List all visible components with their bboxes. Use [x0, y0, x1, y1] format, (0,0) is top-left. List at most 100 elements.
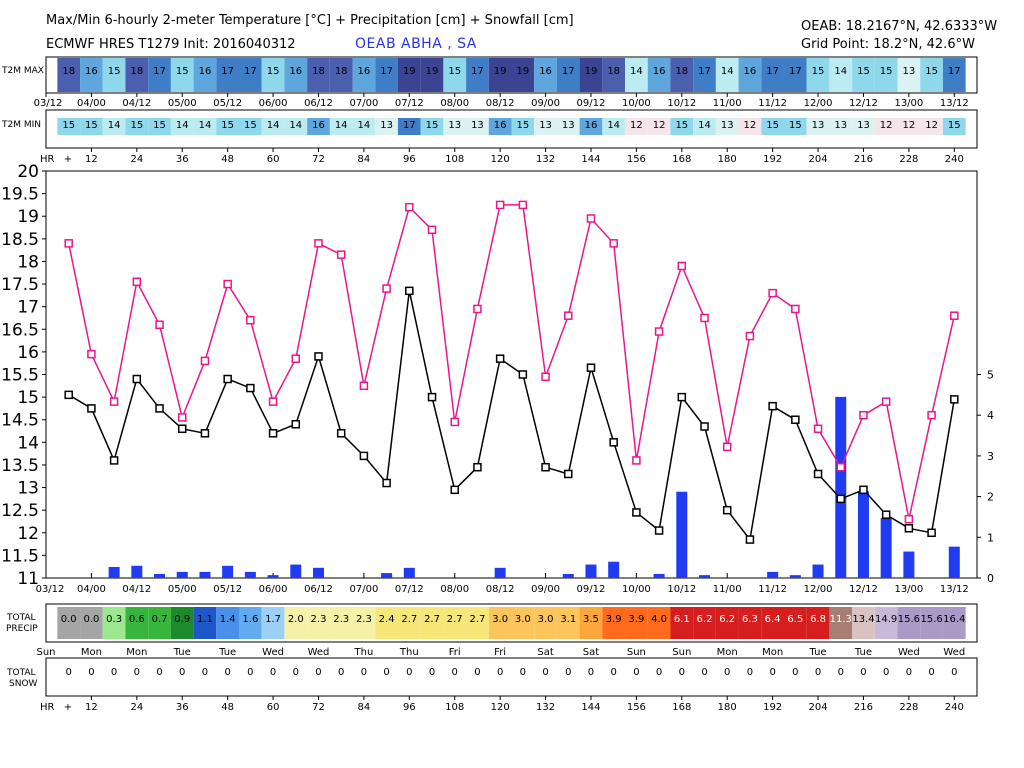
- day-label: Sun: [627, 647, 646, 658]
- snow-value: 0: [134, 667, 140, 678]
- snow-value: 0: [701, 667, 707, 678]
- precip-value: 0.9: [174, 614, 190, 625]
- t2m-max-point: [177, 413, 187, 422]
- y-tick-label: 18: [17, 252, 39, 272]
- hour-label: 192: [763, 154, 782, 165]
- snow-value: 0: [520, 667, 526, 678]
- t2m-min-cell: [738, 118, 762, 135]
- t2m-max-cell: [102, 58, 126, 92]
- t2m-max-cell: [534, 58, 557, 92]
- y2-tick-label: 0: [987, 572, 994, 585]
- snow-value: 0: [838, 667, 844, 678]
- time-label: 09/12: [577, 98, 606, 109]
- snow-value: 0: [542, 667, 548, 678]
- t2m-max-cell: [57, 58, 81, 92]
- precip-cell: [170, 607, 194, 639]
- snow-value: 0: [769, 667, 775, 678]
- t2m-min-cell: [783, 118, 807, 135]
- snow-value: 0: [883, 667, 889, 678]
- hour-label: 216: [854, 702, 873, 713]
- t2m-max-cell: [738, 58, 762, 92]
- precip-bar: [290, 564, 302, 578]
- precip-cell: [715, 607, 739, 639]
- snow-value: 0: [224, 667, 230, 678]
- grid-point: Grid Point: 18.2°N, 42.6°W: [801, 37, 975, 52]
- t2m-max-value: 15: [267, 66, 280, 77]
- precip-cell: [193, 607, 217, 639]
- snow-value: 0: [156, 667, 162, 678]
- y-tick-label: 11.5: [1, 546, 39, 566]
- t2m-min-cell: [579, 118, 603, 135]
- t2m-max-point: [450, 417, 459, 427]
- snow-value: 0: [815, 667, 821, 678]
- time-label: 09/00: [531, 98, 560, 109]
- precip-value: 1.1: [197, 614, 213, 625]
- snow-value: 0: [610, 667, 616, 678]
- t2m-min-cell: [488, 118, 512, 135]
- y-tick-label: 17.5: [1, 275, 39, 295]
- x-tick-label: 11/00: [713, 584, 742, 595]
- t2m-min-point: [473, 462, 482, 472]
- t2m-max-value: 18: [675, 66, 688, 77]
- t2m-min-point: [177, 424, 187, 434]
- hour-label: 48: [221, 702, 234, 713]
- t2m-max-point: [677, 261, 687, 271]
- precip-value: 6.1: [674, 614, 690, 625]
- day-label: Wed: [262, 647, 284, 658]
- t2m-max-point: [950, 311, 959, 320]
- t2m-min-cell: [420, 118, 444, 135]
- snow-value: 0: [792, 667, 798, 678]
- t2m-max-cell: [602, 58, 626, 92]
- t2m-min-value: 14: [108, 120, 121, 131]
- precip-value: 6.5: [787, 614, 803, 625]
- t2m-max-cell: [193, 58, 217, 92]
- t2m-max-value: 18: [130, 66, 143, 77]
- t2m-max-point: [700, 313, 709, 323]
- snow-value: 0: [88, 667, 94, 678]
- t2m-max-value: 17: [221, 66, 234, 77]
- snow-value: 0: [452, 667, 458, 678]
- time-label: 12/00: [804, 98, 833, 109]
- day-label: Fri: [449, 647, 461, 658]
- hour-label: 240: [945, 702, 964, 713]
- x-tick-label: 08/00: [440, 584, 469, 595]
- t2m-max-cell: [647, 58, 671, 92]
- y-tick-label: 17: [17, 298, 39, 318]
- precip-cell: [329, 607, 353, 639]
- t2m-max-cell: [443, 58, 467, 92]
- t2m-min-point: [450, 485, 459, 495]
- snow-value: 0: [656, 667, 662, 678]
- t2m-max-value: 17: [471, 66, 484, 77]
- t2m-max-value: 18: [607, 66, 620, 77]
- t2m-min-line: [68, 290, 956, 542]
- hour-label: 204: [809, 154, 828, 165]
- t2m-min-value: 15: [221, 120, 234, 131]
- hour-label: 168: [672, 702, 691, 713]
- t2m-min-point: [745, 535, 755, 544]
- x-tick-label: 13/00: [894, 584, 923, 595]
- snow-value: 0: [747, 667, 753, 678]
- t2m-max-value: 19: [585, 66, 598, 77]
- t2m-min-value: 14: [698, 120, 711, 131]
- hour-label: 96: [403, 702, 416, 713]
- t2m-max-point: [654, 327, 664, 336]
- snow-value: 0: [429, 667, 435, 678]
- t2m-max-label: T2M MAX: [1, 66, 44, 76]
- precip-bar: [880, 518, 892, 578]
- precip-value: 2.4: [379, 614, 395, 625]
- precip-bar: [267, 575, 279, 578]
- hour-label: 228: [899, 154, 918, 165]
- total-snow-label: TOTAL: [6, 668, 36, 678]
- t2m-max-cell: [715, 58, 739, 92]
- t2m-max-point: [564, 311, 573, 320]
- hour-label: 60: [267, 702, 280, 713]
- time-label: 08/00: [440, 98, 469, 109]
- t2m-min-point: [405, 286, 414, 296]
- t2m-min-value: 13: [857, 120, 870, 131]
- t2m-min-cell: [920, 118, 943, 135]
- precip-cell: [942, 607, 966, 639]
- t2m-max-value: 17: [766, 66, 779, 77]
- t2m-max-point: [927, 410, 936, 420]
- time-label: 04/00: [77, 98, 106, 109]
- precip-bar: [585, 564, 597, 578]
